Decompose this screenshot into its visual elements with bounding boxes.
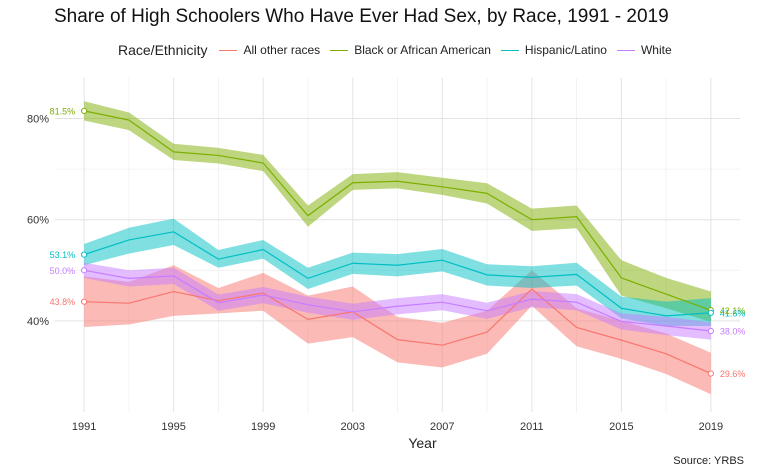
chart-title: Share of High Schoolers Who Have Ever Ha…	[54, 6, 669, 27]
start-point-black-or-african-american	[81, 107, 88, 114]
legend-item-all-other-races: All other races	[219, 43, 320, 57]
start-point-all-other-races	[81, 298, 88, 305]
start-point-hispanic-latino	[81, 251, 88, 258]
end-label-hispanic-latino: 41.6%	[720, 308, 746, 318]
x-axis-title: Year	[408, 435, 437, 451]
legend-item-white: White	[616, 43, 672, 57]
end-label-black-or-african-american: 42.1%	[720, 306, 746, 316]
x-tick-label: 1999	[251, 421, 275, 433]
legend-label-black: Black or African American	[354, 43, 491, 57]
legend-label-hispanic: Hispanic/Latino	[524, 43, 607, 57]
start-label-black-or-african-american: 81.5%	[50, 106, 76, 116]
legend-label-all-other-races: All other races	[243, 43, 321, 57]
legend-item-hispanic: Hispanic/Latino	[500, 43, 607, 57]
end-point-hispanic-latino	[707, 309, 714, 316]
end-label-white: 38.0%	[720, 327, 746, 337]
legend-swatch-all-other-races	[219, 49, 238, 51]
legend-swatch-white	[616, 49, 635, 51]
start-label-all-other-races: 43.8%	[50, 297, 76, 307]
end-label-all-other-races: 29.6%	[720, 369, 746, 379]
start-label-hispanic-latino: 53.1%	[50, 250, 76, 260]
line-black-or-african-american	[83, 110, 712, 311]
y-tick-label: 80%	[27, 113, 49, 125]
legend-swatch-hispanic	[500, 49, 519, 51]
legend-label-white: White	[640, 43, 672, 57]
ribbon-black-or-african-american	[84, 101, 711, 322]
x-tick-label: 2003	[340, 421, 364, 433]
x-tick-label: 1995	[161, 421, 185, 433]
line-hispanic-latino	[83, 231, 711, 317]
x-tick-label: 1991	[72, 421, 96, 433]
start-point-white	[81, 267, 88, 274]
ribbon-hispanic-latino	[84, 218, 711, 326]
y-tick-label: 40%	[27, 316, 49, 328]
start-label-white: 50.0%	[50, 266, 76, 276]
legend: Race/Ethnicity All other races Black or …	[118, 40, 682, 60]
x-tick-label: 2015	[609, 421, 633, 433]
line-all-other-races	[84, 288, 712, 375]
x-tick-label: 2007	[430, 421, 454, 433]
line-white	[83, 269, 711, 332]
end-point-white	[707, 327, 714, 335]
end-point-all-other-races	[707, 370, 714, 377]
legend-swatch-black	[330, 49, 349, 51]
y-tick-label: 60%	[27, 215, 49, 227]
legend-title: Race/Ethnicity	[118, 42, 208, 58]
x-tick-label: 2019	[699, 421, 723, 433]
legend-item-black: Black or African American	[330, 43, 491, 57]
x-tick-label: 2011	[520, 421, 544, 433]
ribbon-white	[84, 262, 711, 340]
source-note: Source: YRBS	[673, 455, 744, 467]
